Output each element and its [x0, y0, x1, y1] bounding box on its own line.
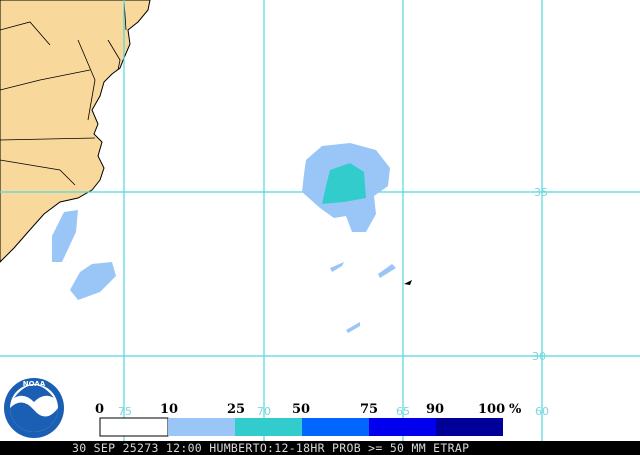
legend-label: 10 [160, 402, 178, 417]
area-10 [70, 262, 116, 300]
probability-areas [52, 143, 412, 333]
lat-label: 35 [534, 186, 548, 199]
logo-text: NOAA [23, 380, 46, 388]
legend-label: 25 [227, 402, 245, 417]
legend-swatch [99, 417, 169, 437]
area-25 [322, 163, 366, 204]
legend-label: 75 [360, 402, 378, 417]
area-10 [52, 210, 78, 262]
borders [0, 0, 127, 186]
footer-text: 30 SEP 25273 12:00 HUMBERTO:12-18HR PROB… [72, 441, 469, 455]
legend-label: 0 [95, 402, 104, 417]
logo-bird [14, 385, 54, 402]
logo-wave [10, 402, 58, 432]
legend-label: 50 [292, 402, 310, 417]
area-10 [330, 262, 396, 333]
noaa-logo: NOAA [4, 378, 64, 438]
legend-swatch [302, 418, 369, 436]
footer-bar [0, 441, 640, 455]
legend-unit: % [509, 402, 522, 417]
legend-swatch [168, 418, 235, 436]
lat-label: 30 [532, 350, 546, 363]
legend-swatch [369, 418, 436, 436]
lon-label: 70 [257, 405, 271, 418]
legend-swatch [235, 418, 302, 436]
lon-label: 60 [535, 405, 549, 418]
legend: 0 10 25 50 75 90 100 % [95, 402, 522, 437]
land [0, 0, 151, 263]
grid [0, 0, 640, 441]
legend-swatch [436, 418, 503, 436]
legend-label: 90 [426, 402, 444, 417]
lon-label: 65 [396, 405, 410, 418]
legend-label: 100 [478, 402, 505, 417]
lon-label: 75 [118, 405, 132, 418]
island [404, 280, 412, 285]
